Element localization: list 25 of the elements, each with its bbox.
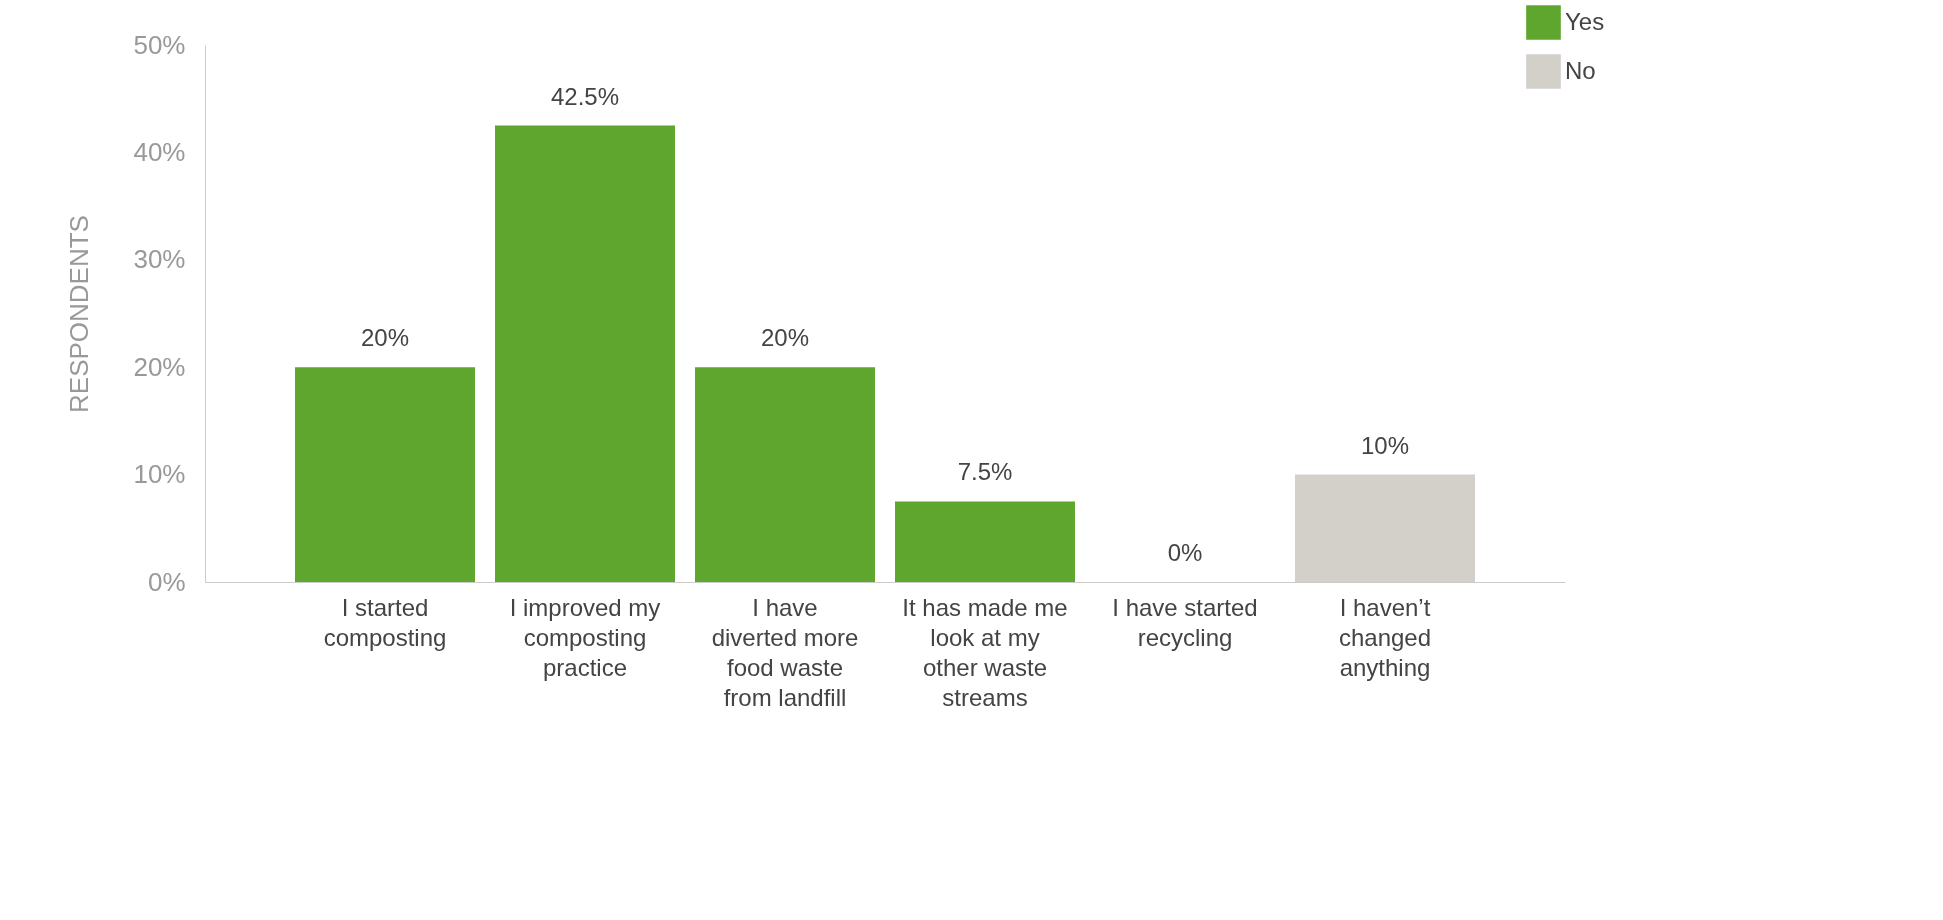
y-tick-label: 50% — [133, 29, 186, 60]
y-tick-label: 20% — [133, 351, 186, 382]
x-tick-label: I improved my composting practice — [509, 593, 661, 681]
y-tick-label: 10% — [133, 459, 186, 490]
legend-label: Yes — [1565, 7, 1605, 35]
x-tick-label: It has made me look at my other waste streams — [902, 593, 1068, 711]
legend-label: No — [1565, 56, 1596, 84]
y-axis-title: RESPONDENTS — [64, 215, 95, 413]
y-tick-label: 40% — [133, 136, 186, 167]
bar — [295, 367, 475, 582]
y-tick-label: 0% — [147, 566, 186, 597]
data-label: 10% — [1360, 431, 1410, 459]
bar — [895, 501, 1075, 582]
bar — [695, 367, 875, 582]
bar — [495, 125, 675, 582]
x-tick-label: I haven’t changed anything — [1338, 593, 1432, 681]
x-tick-label: I started composting — [323, 593, 447, 651]
data-label: 20% — [360, 324, 410, 352]
data-label: 0% — [1167, 539, 1203, 566]
x-tick-label: I have diverted more food waste from landfill — [711, 593, 859, 711]
data-label: 20% — [760, 324, 810, 352]
y-tick-label: 30% — [133, 244, 186, 275]
x-tick-label: I have started recycling — [1112, 593, 1258, 651]
data-label: 7.5% — [957, 458, 1013, 486]
data-label: 42.5% — [550, 82, 620, 110]
